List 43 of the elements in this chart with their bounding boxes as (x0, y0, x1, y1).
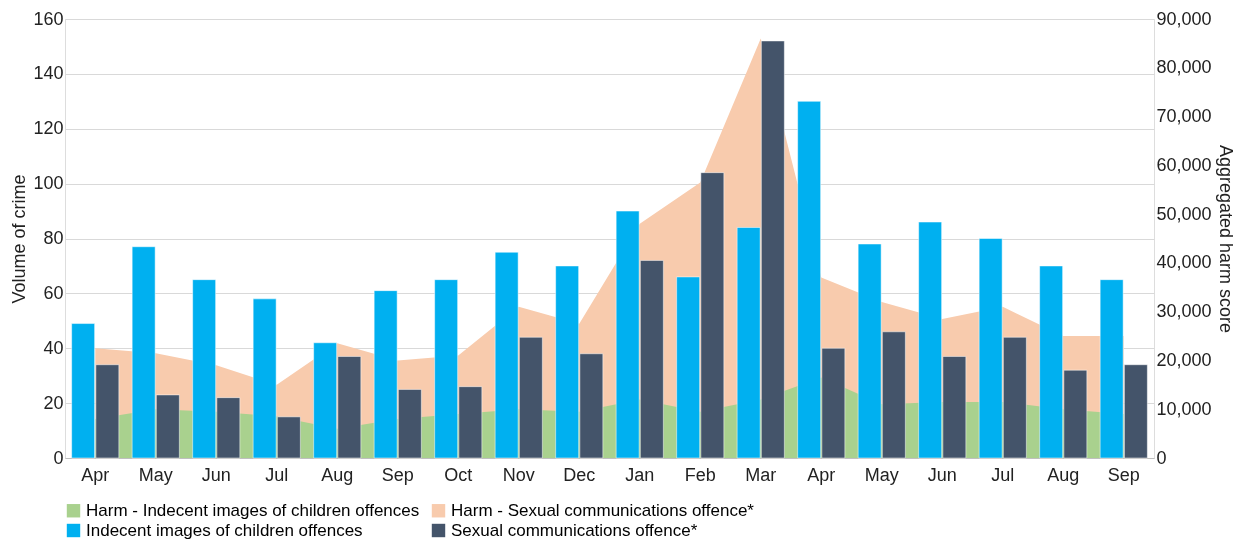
y-tick-label: 80 (43, 228, 64, 248)
y2-tick-label: 30,000 (1156, 301, 1212, 322)
x-tick-label: Aug (321, 464, 354, 485)
y-tick-label: 20 (43, 392, 64, 413)
legend-label: Indecent images of children offences (86, 520, 363, 540)
x-tick-label: Oct (444, 464, 473, 485)
x-tick-label: Apr (81, 464, 110, 485)
legend-label: Harm - Sexual communications offence* (451, 500, 755, 520)
y-axis-title: Volume of crime (9, 174, 30, 304)
x-tick-label: Dec (563, 464, 596, 485)
x-tick-label: Jun (927, 464, 957, 485)
x-tick-label: Aug (1047, 464, 1080, 485)
x-tick-label: Apr (807, 464, 836, 485)
x-tick-label: Jul (265, 464, 289, 485)
y2-tick-label: 0 (1156, 447, 1167, 468)
y2-tick-label: 80,000 (1156, 57, 1212, 78)
y2-tick-label: 40,000 (1156, 252, 1212, 273)
x-tick-label: Jan (625, 464, 655, 485)
y2-tick-label: 60,000 (1156, 154, 1212, 175)
y2-tick-label: 90,000 (1156, 8, 1212, 29)
y-tick-label: 120 (33, 118, 64, 139)
x-tick-label: May (864, 464, 899, 485)
y-tick-label: 60 (43, 282, 64, 303)
y-tick-label: 100 (33, 173, 64, 194)
legend-label: Harm - Indecent images of children offences (86, 500, 420, 520)
x-tick-label: Sep (1107, 464, 1140, 485)
y2-tick-label: 70,000 (1156, 106, 1212, 127)
y-tick-label: 160 (33, 8, 64, 29)
x-tick-label: Jul (991, 464, 1015, 485)
y-tick-label: 0 (53, 447, 64, 468)
y2-tick-label: 50,000 (1156, 203, 1212, 224)
legend-label: Sexual communications offence* (451, 520, 698, 540)
x-tick-label: Nov (502, 464, 535, 485)
x-tick-label: Jun (201, 464, 231, 485)
x-tick-label: May (138, 464, 173, 485)
x-tick-label: Sep (381, 464, 414, 485)
x-tick-label: Mar (745, 464, 777, 485)
y2-tick-label: 20,000 (1156, 349, 1212, 370)
y-tick-label: 40 (43, 337, 64, 358)
x-tick-label: Feb (684, 464, 716, 485)
y-tick-label: 140 (33, 63, 64, 84)
y2-tick-label: 10,000 (1156, 398, 1212, 419)
y2-axis-title: Aggregated harm score (1215, 144, 1236, 334)
